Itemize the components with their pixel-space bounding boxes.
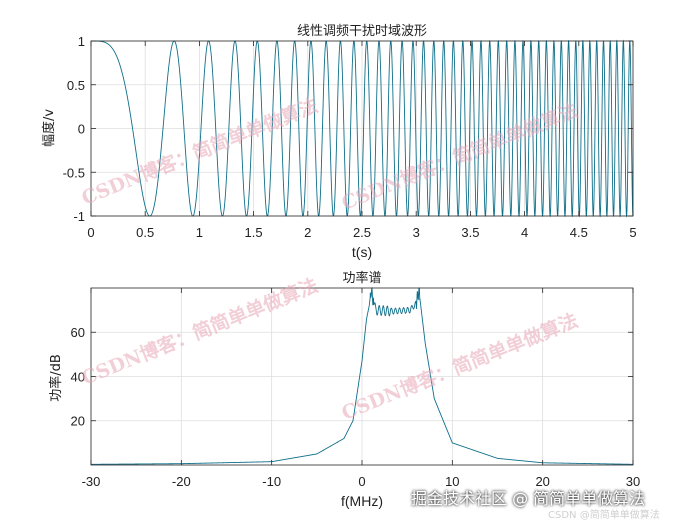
x-tick-labels: -30 -20 -10 0 10 20 30 bbox=[82, 474, 641, 489]
y-tick-labels: 1 0.5 0 -0.5 -1 bbox=[63, 34, 85, 224]
time-domain-chart: 0 0.5 1 1.5 2 2.5 3 3.5 4 4.5 5 1 0.5 0 … bbox=[41, 24, 637, 260]
x-tick-label: 1 bbox=[196, 225, 203, 240]
x-tick-label: 30 bbox=[626, 474, 640, 489]
y-tick-label: 40 bbox=[71, 370, 85, 385]
y-tick-label: 1 bbox=[78, 34, 85, 49]
x-axis-label: t(s) bbox=[352, 244, 372, 260]
footer-watermark: 掘金技术社区 @ 简简单单做算法 bbox=[411, 489, 646, 508]
x-tick-label: 0 bbox=[358, 474, 365, 489]
footer-watermark-small: CSDN @简简单单做算法 bbox=[548, 510, 660, 521]
x-tick-label: 10 bbox=[445, 474, 459, 489]
x-tick-label: 0.5 bbox=[136, 225, 154, 240]
x-tick-label: 3.5 bbox=[461, 225, 479, 240]
chart-title: 线性调频干扰时域波形 bbox=[297, 24, 427, 39]
x-tick-label: 0 bbox=[87, 225, 94, 240]
x-tick-label: 4 bbox=[521, 225, 528, 240]
y-tick-labels: 60 40 20 bbox=[71, 325, 85, 429]
x-tick-label: -30 bbox=[82, 474, 101, 489]
x-tick-label: 2.5 bbox=[353, 225, 371, 240]
y-axis-label: 幅度/v bbox=[41, 109, 57, 147]
y-tick-label: 0 bbox=[78, 122, 85, 137]
y-tick-label: -1 bbox=[73, 209, 85, 224]
x-axis-label: f(MHz) bbox=[341, 493, 383, 509]
x-tick-label: 3 bbox=[413, 225, 420, 240]
y-tick-label: 0.5 bbox=[67, 78, 85, 93]
tick-marks bbox=[90, 40, 634, 217]
power-spectrum-chart: -30 -20 -10 0 10 20 30 60 40 20 功率谱 f(MH… bbox=[48, 270, 640, 509]
y-tick-label: 60 bbox=[71, 325, 85, 340]
x-tick-labels: 0 0.5 1 1.5 2 2.5 3 3.5 4 4.5 5 bbox=[87, 225, 636, 240]
x-tick-label: -20 bbox=[172, 474, 191, 489]
x-tick-label: 2 bbox=[304, 225, 311, 240]
x-tick-label: 4.5 bbox=[570, 225, 588, 240]
x-tick-label: -10 bbox=[262, 474, 281, 489]
y-tick-label: 20 bbox=[71, 414, 85, 429]
y-axis-label: 功率/dB bbox=[48, 354, 64, 402]
x-tick-label: 5 bbox=[629, 225, 636, 240]
chart-title: 功率谱 bbox=[342, 270, 381, 286]
tick-marks bbox=[90, 288, 634, 465]
x-tick-label: 1.5 bbox=[245, 225, 263, 240]
x-tick-label: 20 bbox=[535, 474, 549, 489]
y-tick-label: -0.5 bbox=[63, 165, 85, 180]
